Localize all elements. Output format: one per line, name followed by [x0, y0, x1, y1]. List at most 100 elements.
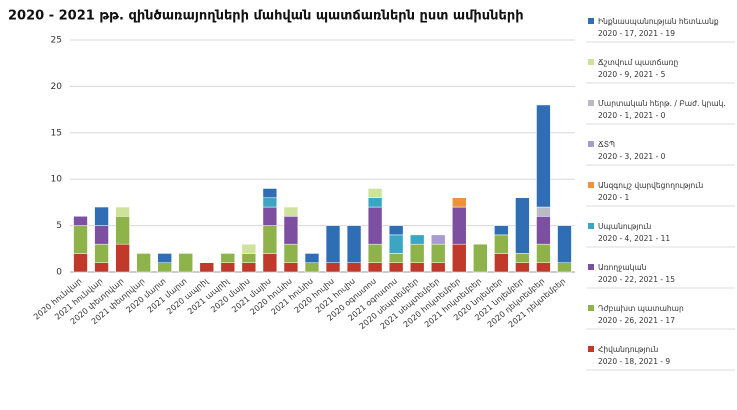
legend-note: 2020 - 4, 2021 - 11 [598, 234, 670, 243]
bar-segment [431, 243, 446, 263]
y-tick-label: 15 [51, 128, 62, 138]
bar-segment [409, 262, 425, 273]
bar-segment [136, 253, 151, 273]
bar-segment [283, 206, 299, 217]
bar-segment [494, 253, 509, 273]
bar-segment [409, 234, 425, 245]
legend-note: 2020 - 26, 2021 - 17 [598, 316, 675, 325]
bar-segment [94, 206, 109, 226]
legend-swatch [588, 223, 594, 229]
bar-segment [241, 262, 257, 273]
y-tick-label: 25 [51, 36, 62, 46]
bar-segment [283, 243, 299, 263]
bar-segment [536, 243, 551, 263]
bar-segment [283, 216, 299, 245]
bar-segment [452, 243, 467, 273]
legend-swatch [588, 346, 594, 352]
bar-segment [199, 262, 214, 273]
bar-segment [388, 262, 404, 273]
legend-label: Դժբախտ պատահար [598, 304, 684, 313]
bar-segment [325, 225, 341, 263]
bar-segment [536, 262, 551, 273]
bar-segment [262, 253, 278, 273]
legend-note: 2020 - 22, 2021 - 15 [598, 275, 675, 284]
bar-segment [536, 104, 551, 208]
bar-segment [367, 262, 383, 273]
bar-segment [557, 262, 572, 273]
bar-segment [73, 225, 88, 254]
bar-segment [94, 243, 109, 263]
bar-segment [157, 262, 172, 273]
legend-note: 2020 - 17, 2021 - 19 [598, 29, 675, 38]
legend-label: ՃՏՊ [598, 140, 615, 149]
chart-title: 2020 - 2021 թթ. զինծառայողների մահվան պա… [8, 9, 524, 24]
bar-segment [494, 225, 509, 236]
bar-segment [409, 243, 425, 263]
bar-segment [325, 262, 341, 273]
bar-segment [220, 253, 236, 263]
legend-swatch [588, 59, 594, 65]
legend-label: Առողջական [598, 263, 647, 272]
y-tick-label: 5 [56, 221, 62, 231]
legend-label: Ինքնասպանության հետևանք [598, 17, 719, 26]
bar-segment [367, 206, 383, 245]
legend-label: Հիվանդություն [598, 345, 659, 354]
bar-segment [367, 197, 383, 208]
legend-label: Ճշտվում պատճառը [598, 58, 678, 67]
legend-swatch [588, 18, 594, 24]
legend-swatch [588, 305, 594, 311]
bar-segment [494, 234, 509, 254]
bar-segment [73, 253, 88, 273]
bar-segment [304, 253, 320, 263]
bar-segment [283, 262, 299, 273]
bar-segment [536, 206, 551, 217]
bar-segment [262, 225, 278, 254]
y-tick-label: 0 [56, 268, 62, 278]
bar-segment [367, 188, 383, 199]
legend-note: 2020 - 9, 2021 - 5 [598, 70, 666, 79]
legend-swatch [588, 141, 594, 147]
bar-segment [115, 216, 130, 245]
bar-segment [157, 253, 172, 263]
bar-segment [536, 216, 551, 245]
bar-segment [388, 234, 404, 254]
bar-segment [473, 243, 488, 273]
legend-label: Անզգույշ վարվեցողություն [598, 181, 704, 190]
bar-segment [431, 234, 446, 245]
legend-swatch [588, 264, 594, 270]
bar-segment [262, 188, 278, 199]
bar-segment [115, 243, 130, 273]
bar-segment [431, 262, 446, 273]
bar-segment [452, 206, 467, 245]
bar-segment [304, 262, 320, 273]
bar-segment [262, 197, 278, 208]
bar-segment [241, 253, 257, 263]
legend-note: 2020 - 3, 2021 - 0 [598, 152, 666, 161]
legend-note: 2020 - 1 [598, 193, 630, 202]
bar-segment [388, 253, 404, 263]
bar-segment [346, 262, 362, 273]
bar-segment [346, 225, 362, 263]
legend-label: Մարտական հերթ. / Բաժ. կրակ. [598, 99, 726, 108]
y-tick-label: 20 [51, 82, 63, 92]
bar-segment [94, 225, 109, 245]
bar-segment [515, 197, 530, 254]
legend-label: Սպանություն [598, 222, 651, 231]
bar-segment [220, 262, 236, 273]
bar-segment [557, 225, 572, 263]
y-tick-label: 10 [51, 175, 63, 185]
bar-segment [241, 243, 257, 254]
bar-segment [452, 197, 467, 208]
legend-swatch [588, 182, 594, 188]
bar-segment [94, 262, 109, 273]
bar-segment [262, 206, 278, 226]
legend-note: 2020 - 1, 2021 - 0 [598, 111, 666, 120]
bar-segment [515, 262, 530, 273]
bar-segment [73, 216, 88, 226]
bar-segment [515, 253, 530, 263]
bar-segment [115, 206, 130, 217]
bar-segment [178, 253, 193, 273]
legend-swatch [588, 100, 594, 106]
legend-note: 2020 - 18, 2021 - 9 [598, 357, 670, 366]
